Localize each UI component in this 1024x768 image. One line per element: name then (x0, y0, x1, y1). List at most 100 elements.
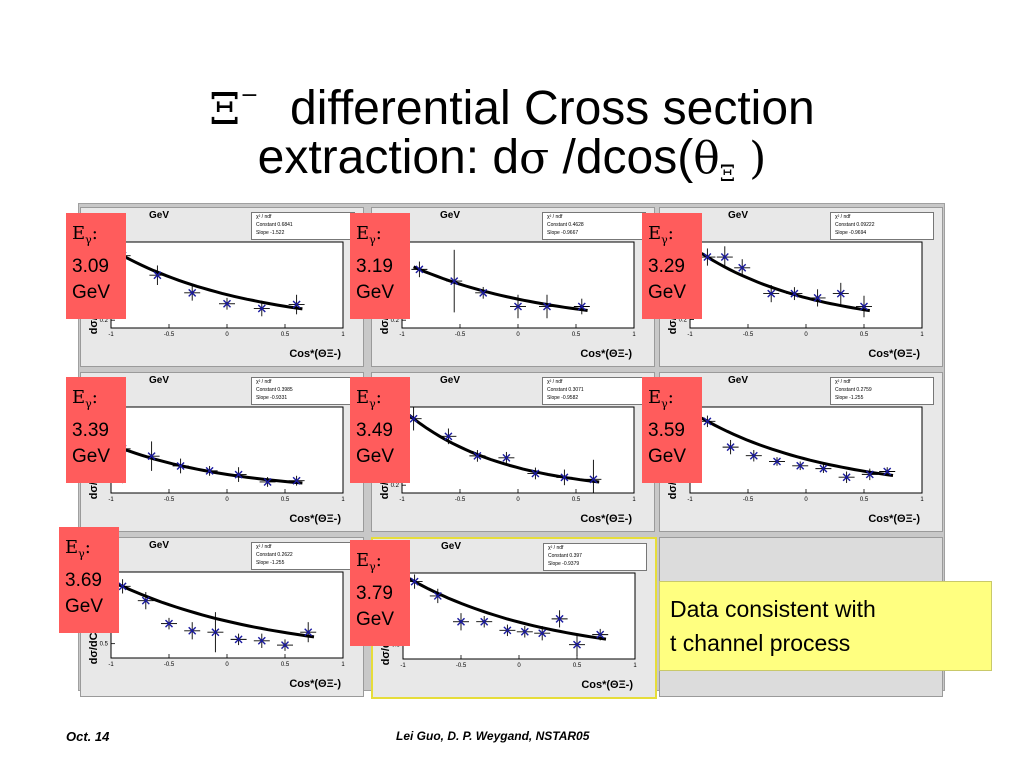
x-tick-label: 0 (517, 663, 521, 669)
x-tick-label: -0.5 (743, 497, 754, 503)
x-axis-label: Cos*(ΘΞ-) (580, 513, 632, 525)
x-tick-label: 0.5 (572, 332, 581, 338)
data-point (153, 271, 162, 280)
note-line2: t channel process (670, 630, 851, 656)
data-point (450, 277, 459, 286)
x-tick-label: -0.5 (164, 332, 175, 338)
energy-symbol: Eγ: (648, 387, 674, 411)
fit-stat-row: Slope -0.9331 (256, 395, 288, 401)
fit-stats-box: χ² / ndf Constant 0.09222 Slope -0.9694 (830, 212, 934, 240)
fit-stat-row: Constant 0.397 (548, 553, 582, 559)
data-point (531, 469, 540, 478)
x-tick-label: -0.5 (455, 497, 466, 503)
data-point (538, 629, 547, 638)
energy-symbol: Eγ: (356, 387, 382, 411)
fit-curve (700, 416, 894, 477)
footer-date: Oct. 14 (66, 729, 110, 744)
x-axis-label: Cos*(ΘΞ-) (581, 679, 633, 691)
fit-stat-row: χ² / ndf (256, 214, 272, 220)
energy-value: 3.29 (648, 255, 685, 277)
fit-stat-row: Slope -0.9379 (548, 561, 580, 567)
data-point (292, 300, 301, 309)
x-axis-label: Cos*(ΘΞ-) (868, 348, 920, 360)
fit-stat-row: χ² / ndf (547, 214, 563, 220)
fit-stat-row: Constant 0.3985 (256, 387, 293, 393)
slide-title-line2: extraction: dσ /dcos(θΞ ) (0, 130, 1024, 203)
x-tick-label: 0.5 (860, 332, 869, 338)
photon-energy-label: Eγ: 3.19 GeV (350, 213, 410, 319)
x-tick-label: -0.5 (164, 662, 175, 668)
cross-section-plot: 0.20.40.60.811.21.41.61.822.2-1-0.500.51 (391, 240, 637, 338)
data-point (596, 630, 605, 639)
fit-stat-row: χ² / ndf (256, 379, 272, 385)
data-point (257, 636, 266, 645)
xi-subscript: Ξ (719, 162, 736, 187)
plot-frame (110, 406, 344, 494)
data-point (865, 470, 874, 479)
data-point (738, 263, 747, 272)
energy-symbol: Eγ: (72, 223, 98, 247)
data-point (589, 475, 598, 484)
fit-stats-box: χ² / ndf Constant 0.397 Slope -0.9379 (543, 543, 647, 571)
plot-frame (402, 572, 636, 660)
panel-gev-label: GeV (440, 210, 461, 221)
data-point (444, 432, 453, 441)
fit-stat-row: χ² / ndf (548, 545, 564, 551)
energy-unit: GeV (72, 445, 111, 467)
data-point (860, 302, 868, 311)
data-point (415, 265, 424, 274)
x-tick-label: -1 (108, 332, 114, 338)
title-close-paren: ) (735, 133, 767, 184)
x-axis-label: Cos*(ΘΞ-) (289, 348, 341, 360)
cross-section-plot: 0.511.522.53-1-0.500.51 (392, 571, 638, 669)
data-point (726, 443, 735, 452)
photon-energy-label: Eγ: 3.79 GeV (350, 540, 410, 646)
x-tick-label: 1 (341, 332, 345, 338)
x-tick-label: 0 (516, 332, 520, 338)
data-point (223, 299, 231, 308)
energy-value: 3.59 (648, 419, 685, 441)
x-tick-label: -1 (687, 497, 693, 503)
fit-curve (408, 576, 607, 641)
theta-symbol: θ (693, 133, 720, 184)
panel-gev-label: GeV (440, 375, 461, 386)
note-line1: Data consistent with (670, 596, 876, 622)
data-point (205, 466, 214, 475)
y-tick-label: 0.5 (100, 642, 109, 648)
x-axis-label: Cos*(ΘΞ-) (289, 678, 341, 690)
x-tick-label: 1 (920, 497, 924, 503)
data-point (165, 619, 173, 628)
fit-curve (700, 252, 871, 313)
fit-stat-row: Slope -1.255 (835, 395, 864, 401)
energy-symbol: Eγ: (72, 387, 98, 411)
data-point (234, 470, 243, 479)
fit-curve (116, 251, 303, 311)
plot-frame (110, 571, 344, 659)
plot-frame (110, 241, 344, 329)
x-tick-label: 0 (225, 497, 229, 503)
xi-symbol: Ξ (209, 84, 241, 135)
fit-stat-row: Constant 0.6841 (256, 222, 293, 228)
fit-stat-row: Constant 0.2622 (256, 552, 293, 558)
data-point (503, 626, 512, 635)
panel-gev-label: GeV (728, 210, 749, 221)
x-tick-label: 1 (920, 332, 924, 338)
energy-unit: GeV (72, 281, 111, 303)
data-point (520, 627, 529, 636)
footer-authors: Lei Guo, D. P. Weygand, NSTAR05 (396, 729, 590, 743)
title-prefix: extraction: d (257, 131, 520, 184)
data-point (502, 453, 511, 462)
photon-energy-label: Eγ: 3.09 GeV (66, 213, 126, 319)
cross-section-plot: 0.511.522.53-1-0.500.51 (679, 405, 925, 503)
data-point (703, 253, 712, 262)
x-axis-label: Cos*(ΘΞ-) (580, 348, 632, 360)
energy-value: 3.19 (356, 255, 393, 277)
photon-energy-label: Eγ: 3.49 GeV (350, 377, 410, 483)
energy-unit: GeV (356, 608, 395, 630)
slide-title-line1: Ξ− differential Cross section (0, 68, 1024, 138)
energy-symbol: Eγ: (356, 550, 382, 574)
fit-stat-row: Slope -1.522 (256, 230, 285, 236)
panel-gev-label: GeV (149, 540, 170, 551)
